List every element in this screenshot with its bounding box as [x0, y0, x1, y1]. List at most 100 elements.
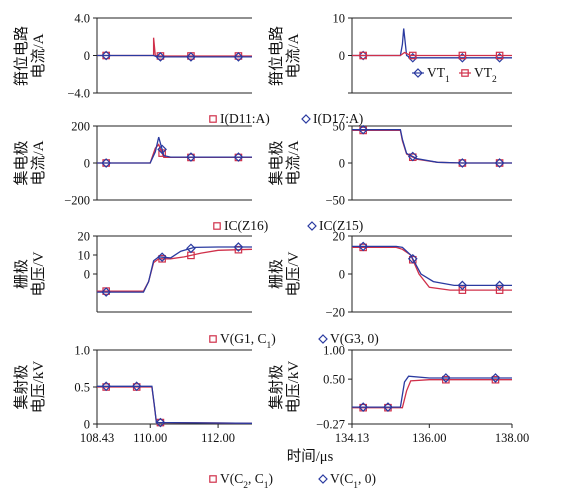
y-tick-label: −50 [325, 194, 345, 208]
series-marker [101, 287, 112, 297]
series-marker [491, 375, 500, 384]
series-marker [358, 241, 369, 252]
legend-marker [209, 115, 217, 123]
chart-legend: V(G1, C1) V(G3, 0) [209, 331, 379, 351]
series-line [352, 129, 512, 164]
y-tick-label: 10 [333, 12, 346, 26]
legend-label: V(G3, 0) [330, 331, 379, 346]
x-tick-label: 136.00 [412, 431, 446, 445]
series-marker [495, 286, 504, 294]
series-line [352, 246, 512, 291]
y-tick-label: 200 [71, 120, 90, 134]
y-tick-label: −0.27 [316, 418, 345, 432]
x-tick-label: 108.43 [80, 431, 114, 445]
legend-label: V(C1, 0) [330, 471, 376, 491]
legend-marker [318, 334, 328, 344]
y-tick-label: 0 [339, 268, 345, 282]
y-axis-label: 栅极电压/V [13, 251, 47, 296]
y-axis-label: 箝位电路电流/A [12, 26, 47, 86]
y-axis-label: 集电极电流/A [268, 140, 302, 185]
series-marker [494, 280, 505, 291]
y-tick-label: 0.5 [74, 381, 90, 395]
y-tick-label: 0 [84, 157, 90, 171]
legend-marker [209, 335, 217, 343]
legend-marker [301, 114, 311, 124]
series-marker [407, 253, 418, 264]
chart-c6: 20 0 −20 栅极电压/V [268, 230, 512, 320]
series-marker [359, 51, 367, 60]
y-tick-label: 0 [84, 418, 90, 432]
legend-label: IC(Z16) [224, 218, 268, 233]
series-marker [358, 402, 369, 412]
series-line [352, 129, 512, 164]
y-tick-label: 20 [333, 230, 346, 244]
series-marker [407, 151, 418, 162]
series-marker [457, 158, 468, 168]
series-line [352, 379, 512, 409]
legend-marker [213, 222, 221, 230]
chart-c1: 4.0 0 −4.0 箝位电路电流/A I(D11:A) I(D17:A) [12, 12, 363, 127]
legend-marker [318, 474, 328, 484]
legend-label: V(C2, C1) [220, 471, 273, 491]
series-marker [441, 373, 451, 383]
y-tick-label: 0 [84, 49, 90, 63]
series-marker [155, 52, 166, 62]
bottom-legend: V(C2, C1) V(C1, 0) [209, 471, 376, 491]
bottom-legend-item: V(C1, 0) [318, 471, 376, 491]
series-line [97, 386, 253, 424]
y-tick-label: 1.00 [323, 344, 345, 358]
series-marker [490, 373, 501, 383]
legend-label: VT2 [474, 65, 497, 85]
chart-legend: VT1 VT2 [412, 65, 497, 85]
x-tick-label: 112.00 [201, 431, 235, 445]
series-marker [233, 152, 244, 162]
legend-marker [461, 69, 469, 77]
y-tick-label: −20 [325, 306, 345, 320]
series-marker [157, 144, 167, 155]
series-line [352, 28, 512, 59]
y-tick-label: 0 [339, 157, 345, 171]
y-tick-label: −4.0 [67, 87, 90, 101]
legend-marker [209, 475, 217, 483]
series-marker [233, 242, 244, 252]
series-marker [358, 124, 369, 135]
series-line [97, 143, 252, 164]
series-marker [186, 52, 196, 62]
x-tick-label: 110.00 [133, 431, 167, 445]
y-axis-label: 栅极电压/V [268, 251, 302, 296]
series-marker [186, 243, 196, 254]
legend-marker [307, 221, 317, 231]
x-tick-label: 138.00 [495, 431, 529, 445]
legend-label: IC(Z15) [319, 218, 363, 233]
legend-label: V(G1, C1) [220, 331, 276, 351]
series-marker [101, 381, 112, 392]
y-tick-label: 4.0 [74, 12, 90, 26]
series-line [352, 51, 512, 57]
series-line [97, 37, 252, 57]
series-line [352, 375, 512, 408]
series-marker [458, 51, 467, 60]
legend-marker [413, 68, 423, 78]
series-line [97, 136, 252, 164]
y-axis-label: 集电极电流/A [13, 140, 47, 185]
chart-legend: IC(Z16) IC(Z15) [213, 218, 363, 233]
series-marker [383, 402, 393, 412]
y-axis-label: 集射极电压/kV [13, 361, 47, 414]
series-marker [494, 158, 505, 168]
chart-c4: 50 0 −50 集电极电流/A [268, 120, 512, 208]
x-axis-label: 时间/μs [287, 448, 334, 465]
x-tick-label: 134.13 [335, 431, 369, 445]
chart-c3: 200 0 −200 集电极电流/A IC(Z16) IC(Z15) [13, 120, 363, 234]
series-marker [495, 51, 504, 60]
legend-label: VT1 [427, 65, 450, 85]
series-marker [186, 152, 196, 162]
series-line [352, 245, 512, 287]
series-line [97, 246, 252, 293]
series-marker [233, 52, 244, 62]
series-marker [131, 381, 142, 392]
y-tick-label: 50 [333, 120, 346, 134]
y-tick-label: 0 [84, 268, 90, 282]
